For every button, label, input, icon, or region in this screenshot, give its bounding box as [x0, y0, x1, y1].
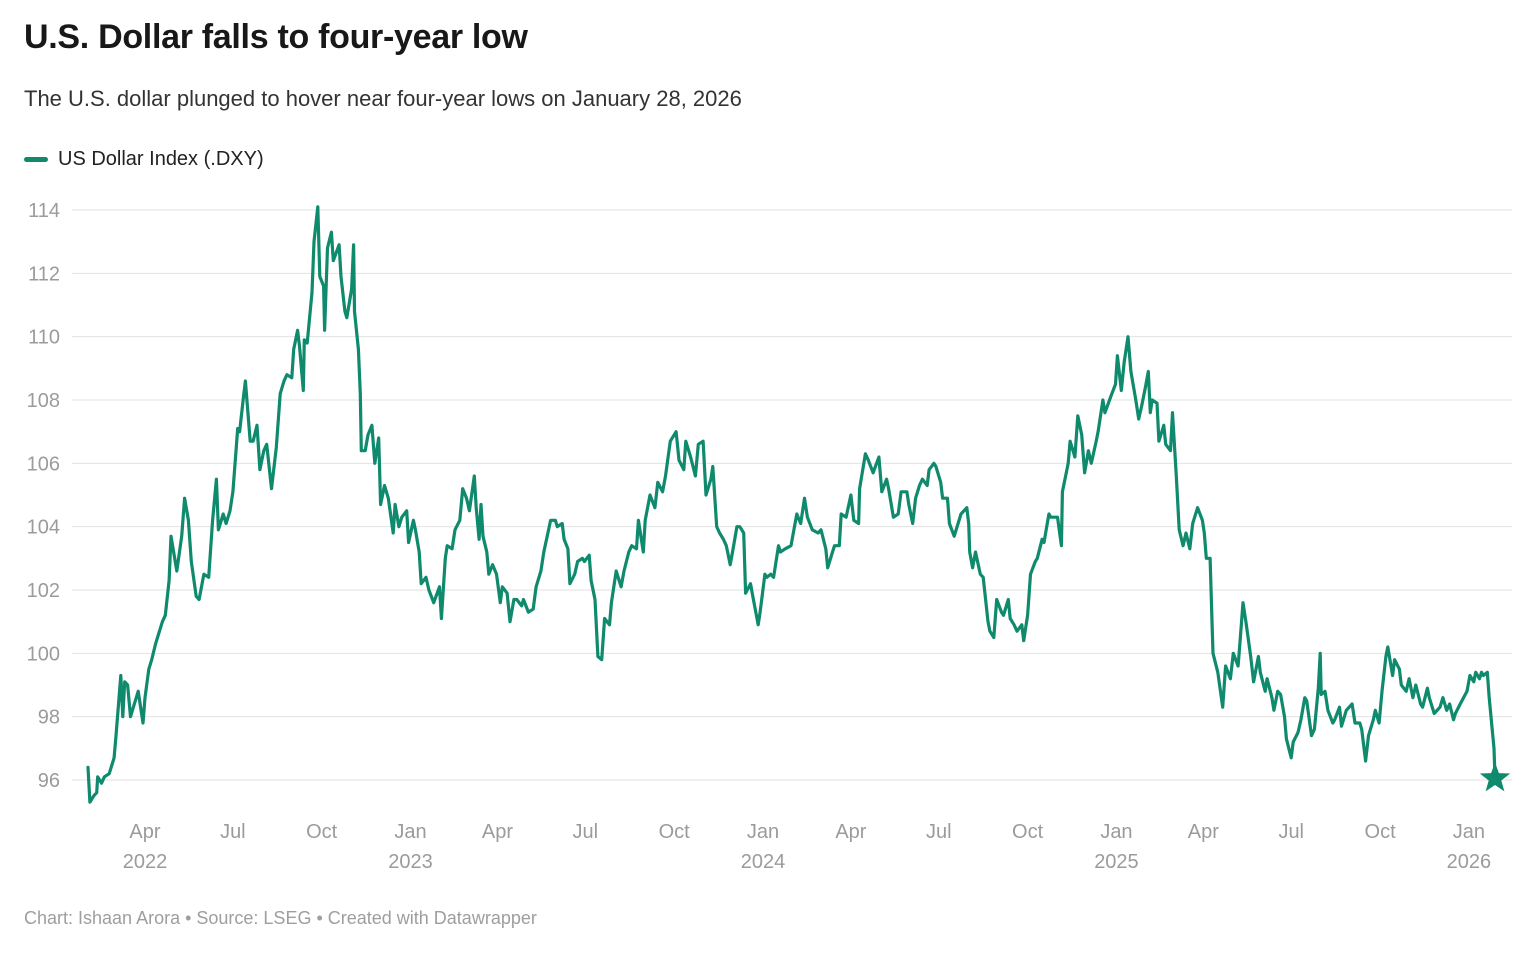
x-tick-month-label: Oct — [1012, 821, 1044, 843]
x-tick-month-label: Apr — [482, 821, 513, 843]
y-tick-label: 102 — [27, 580, 60, 602]
end-star-marker — [1479, 762, 1511, 792]
x-tick-month-label: Apr — [129, 821, 160, 843]
y-tick-label: 108 — [27, 390, 60, 412]
x-tick-month-label: Jul — [1278, 821, 1304, 843]
y-tick-label: 98 — [38, 707, 60, 729]
gridlines — [72, 209, 1512, 781]
y-axis-labels: 96 98 100 102 104 106 108 110 112 114 — [27, 200, 60, 792]
x-tick-month-label: Jul — [220, 821, 246, 843]
x-tick-month-label: Jul — [573, 821, 599, 843]
page-title: U.S. Dollar falls to four-year low — [24, 18, 528, 56]
x-tick-month-label: Jan — [1100, 821, 1132, 843]
y-tick-label: 110 — [28, 327, 60, 349]
x-tick-month-label: Jan — [394, 821, 426, 843]
page-subtitle: The U.S. dollar plunged to hover near fo… — [24, 86, 742, 111]
x-tick-month-label: Oct — [659, 821, 691, 843]
y-tick-label: 106 — [27, 453, 60, 475]
x-tick-month-label: Apr — [1188, 821, 1219, 843]
legend: US Dollar Index (.DXY) — [24, 148, 264, 171]
y-tick-label: 96 — [38, 770, 60, 792]
x-tick-year-label: 2024 — [741, 851, 786, 873]
x-tick-month-label: Apr — [835, 821, 866, 843]
dxy-line — [86, 205, 1497, 804]
x-tick-year-label: 2022 — [123, 851, 168, 873]
y-tick-label: 114 — [28, 200, 60, 222]
chart-byline: Chart: Ishaan Arora • Source: LSEG • Cre… — [24, 908, 537, 928]
x-tick-month-label: Jul — [926, 821, 952, 843]
x-tick-month-label: Jan — [747, 821, 779, 843]
y-tick-label: 100 — [27, 643, 60, 665]
y-tick-label: 112 — [28, 263, 60, 285]
x-tick-year-label: 2025 — [1094, 851, 1139, 873]
x-tick-month-label: Jan — [1453, 821, 1485, 843]
legend-series-label: US Dollar Index (.DXY) — [58, 148, 264, 170]
x-axis-labels: Apr 2022 Jul Oct Jan 2023 Apr Jul Oct Jan 2024 Apr J… — [123, 821, 1491, 873]
x-tick-month-label: Oct — [1365, 821, 1397, 843]
x-tick-year-label: 2023 — [388, 851, 433, 873]
legend-line-swatch-icon — [24, 157, 48, 162]
x-tick-month-label: Oct — [306, 821, 338, 843]
y-tick-label: 104 — [27, 517, 60, 539]
x-tick-year-label: 2026 — [1447, 851, 1492, 873]
